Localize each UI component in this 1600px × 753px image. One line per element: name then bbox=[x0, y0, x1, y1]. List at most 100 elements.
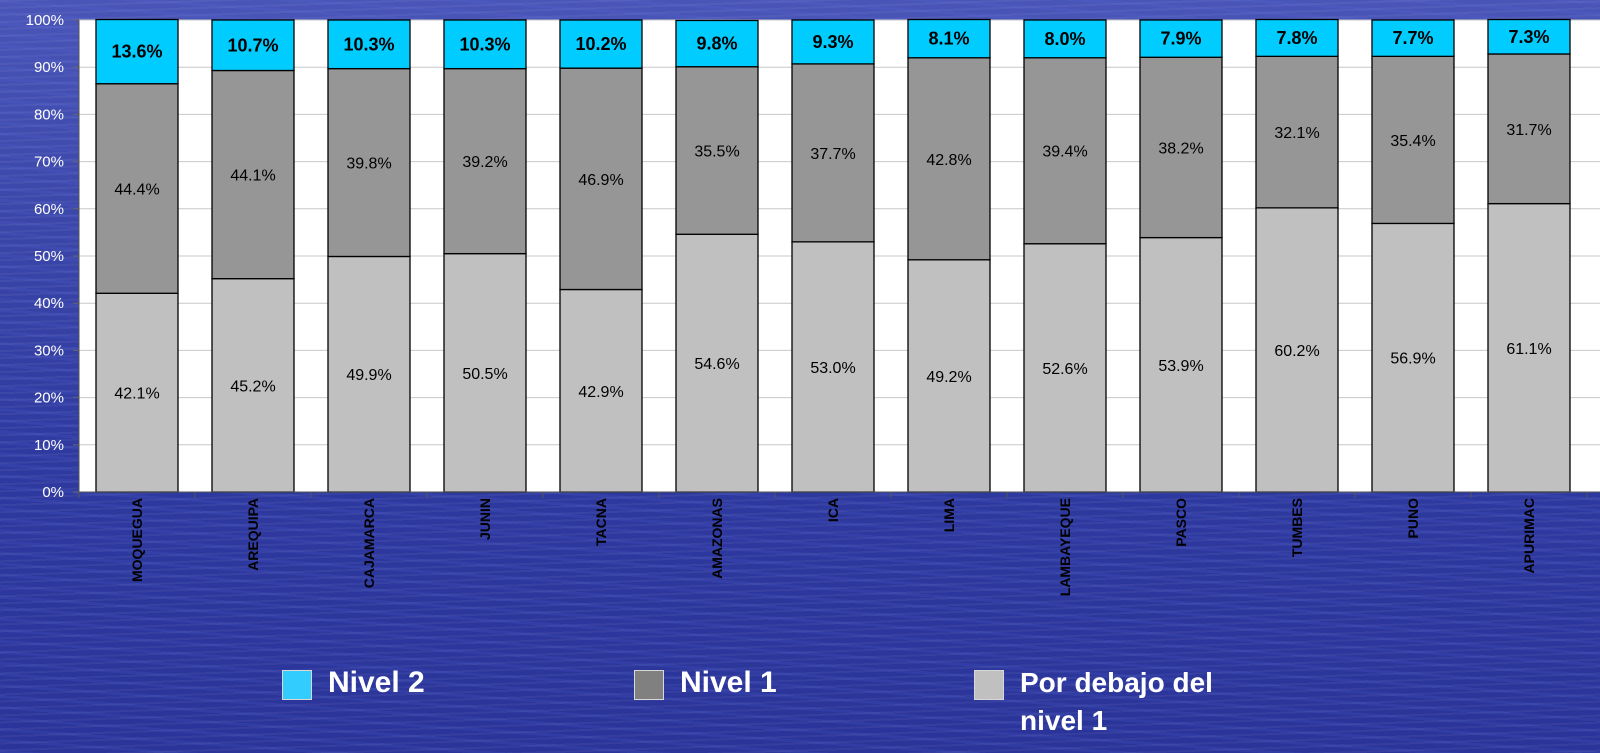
data-label-nivel-2: 10.3% bbox=[343, 34, 394, 54]
y-tick-label: 0% bbox=[42, 484, 64, 501]
bar-nivel-2-junin bbox=[443, 19, 527, 70]
data-label-nivel-2: 7.7% bbox=[1392, 28, 1433, 48]
y-tick-label: 50% bbox=[34, 248, 64, 265]
bar-nivel-2-cajamarca bbox=[327, 19, 411, 70]
data-label-nivel-1: 31.7% bbox=[1506, 122, 1551, 139]
bar-por-debajo-del-nivel-1-apurimac bbox=[1487, 202, 1571, 493]
data-label-por-debajo-del-nivel-1: 53.9% bbox=[1158, 358, 1203, 375]
data-label-nivel-2: 7.9% bbox=[1160, 29, 1201, 49]
legend-label-por-debajo: Por debajo del nivel 1 bbox=[1020, 667, 1213, 736]
data-label-por-debajo-del-nivel-1: 52.6% bbox=[1042, 361, 1087, 378]
y-tick-label: 80% bbox=[34, 106, 64, 123]
legend-item-nivel-1: Nivel 1 bbox=[634, 664, 777, 702]
bar-nivel-1-ica bbox=[791, 63, 875, 243]
bar-por-debajo-del-nivel-1-lima bbox=[907, 259, 991, 493]
y-tick-label: 10% bbox=[34, 437, 64, 454]
data-label-nivel-2: 9.3% bbox=[812, 32, 853, 52]
data-label-nivel-1: 39.2% bbox=[462, 154, 507, 171]
x-tick-label: JUNIN bbox=[477, 498, 493, 540]
legend-swatch-nivel-1 bbox=[634, 670, 664, 700]
x-tick-label: CAJAMARCA bbox=[361, 498, 377, 588]
bar-nivel-2-tacna bbox=[559, 19, 643, 69]
data-label-por-debajo-del-nivel-1: 61.1% bbox=[1506, 341, 1551, 358]
data-label-por-debajo-del-nivel-1: 56.9% bbox=[1390, 351, 1435, 368]
data-label-nivel-1: 37.7% bbox=[810, 146, 855, 163]
x-tick-label: APURIMAC bbox=[1521, 498, 1537, 573]
bar-nivel-2-amazonas bbox=[675, 19, 759, 68]
data-label-nivel-2: 10.2% bbox=[575, 34, 626, 54]
bar-por-debajo-del-nivel-1-cajamarca bbox=[327, 255, 411, 493]
data-label-por-debajo-del-nivel-1: 54.6% bbox=[694, 356, 739, 373]
bar-nivel-1-cajamarca bbox=[327, 67, 411, 258]
x-tick-label: AREQUIPA bbox=[245, 498, 261, 571]
data-label-nivel-1: 44.1% bbox=[230, 168, 275, 185]
legend-swatch-por-debajo bbox=[974, 670, 1004, 700]
data-label-nivel-1: 39.4% bbox=[1042, 144, 1087, 161]
legend-label-nivel-2: Nivel 2 bbox=[328, 666, 425, 699]
bar-nivel-1-amazonas bbox=[675, 66, 759, 235]
data-label-nivel-1: 38.2% bbox=[1158, 140, 1203, 157]
x-tick-label: PUNO bbox=[1405, 498, 1421, 539]
bar-por-debajo-del-nivel-1-arequipa bbox=[211, 278, 295, 493]
bar-por-debajo-del-nivel-1-tacna bbox=[559, 288, 643, 493]
y-tick-label: 70% bbox=[34, 154, 64, 171]
data-label-nivel-2: 10.7% bbox=[227, 35, 278, 55]
x-tick-label: LIMA bbox=[941, 498, 957, 532]
bar-por-debajo-del-nivel-1-ica bbox=[791, 241, 875, 493]
bar-nivel-2-ica bbox=[791, 19, 875, 65]
data-label-por-debajo-del-nivel-1: 60.2% bbox=[1274, 343, 1319, 360]
bar-nivel-1-arequipa bbox=[211, 69, 295, 280]
bar-por-debajo-del-nivel-1-amazonas bbox=[675, 233, 759, 493]
x-tick-label: PASCO bbox=[1173, 498, 1189, 547]
legend-item-nivel-2: Nivel 2 bbox=[282, 664, 425, 702]
x-tick-label: ICA bbox=[825, 498, 841, 522]
bar-nivel-2-arequipa bbox=[211, 19, 295, 72]
bar-nivel-1-junin bbox=[443, 67, 527, 255]
bar-nivel-1-puno bbox=[1371, 55, 1455, 225]
data-label-por-debajo-del-nivel-1: 53.0% bbox=[810, 360, 855, 377]
data-label-nivel-2: 7.8% bbox=[1276, 28, 1317, 48]
data-label-nivel-1: 35.5% bbox=[694, 144, 739, 161]
data-label-por-debajo-del-nivel-1: 45.2% bbox=[230, 378, 275, 395]
x-tick-label: TACNA bbox=[593, 498, 609, 546]
y-tick-label: 20% bbox=[34, 390, 64, 407]
x-tick-label: LAMBAYEQUE bbox=[1057, 498, 1073, 596]
data-label-nivel-2: 8.0% bbox=[1044, 29, 1085, 49]
y-tick-label: 60% bbox=[34, 201, 64, 218]
bar-nivel-1-pasco bbox=[1139, 56, 1223, 239]
data-label-nivel-1: 42.8% bbox=[926, 152, 971, 169]
data-label-nivel-2: 13.6% bbox=[111, 42, 162, 62]
bar-nivel-1-apurimac bbox=[1487, 53, 1571, 205]
data-label-nivel-1: 46.9% bbox=[578, 172, 623, 189]
bar-nivel-1-moquegua bbox=[95, 83, 179, 294]
data-label-por-debajo-del-nivel-1: 42.9% bbox=[578, 384, 623, 401]
data-label-nivel-2: 9.8% bbox=[696, 34, 737, 54]
y-tick-label: 90% bbox=[34, 59, 64, 76]
data-label-nivel-2: 10.3% bbox=[459, 34, 510, 54]
y-tick-label: 100% bbox=[26, 12, 64, 29]
legend-label-nivel-1: Nivel 1 bbox=[680, 666, 777, 699]
bar-nivel-2-apurimac bbox=[1487, 18, 1571, 55]
bar-nivel-2-tumbes bbox=[1255, 18, 1339, 57]
y-tick-label: 30% bbox=[34, 342, 64, 359]
data-label-nivel-1: 44.4% bbox=[114, 182, 159, 199]
bar-nivel-1-tacna bbox=[559, 67, 643, 291]
y-tick-label: 40% bbox=[34, 295, 64, 312]
data-label-nivel-2: 7.3% bbox=[1508, 27, 1549, 47]
bar-nivel-2-puno bbox=[1371, 19, 1455, 57]
bar-nivel-1-lambayeque bbox=[1023, 57, 1107, 245]
bar-nivel-2-lima bbox=[907, 18, 991, 59]
bar-nivel-2-pasco bbox=[1139, 19, 1223, 58]
data-label-nivel-1: 32.1% bbox=[1274, 125, 1319, 142]
data-label-por-debajo-del-nivel-1: 49.2% bbox=[926, 369, 971, 386]
data-label-por-debajo-del-nivel-1: 50.5% bbox=[462, 366, 507, 383]
bar-nivel-2-moquegua bbox=[95, 18, 179, 85]
x-tick-label: MOQUEGUA bbox=[129, 498, 145, 582]
x-tick-label: AMAZONAS bbox=[709, 498, 725, 579]
bar-nivel-2-lambayeque bbox=[1023, 19, 1107, 59]
legend-swatch-nivel-2 bbox=[282, 670, 312, 700]
bar-por-debajo-del-nivel-1-puno bbox=[1371, 222, 1455, 493]
data-label-por-debajo-del-nivel-1: 49.9% bbox=[346, 367, 391, 384]
data-label-nivel-1: 35.4% bbox=[1390, 133, 1435, 150]
